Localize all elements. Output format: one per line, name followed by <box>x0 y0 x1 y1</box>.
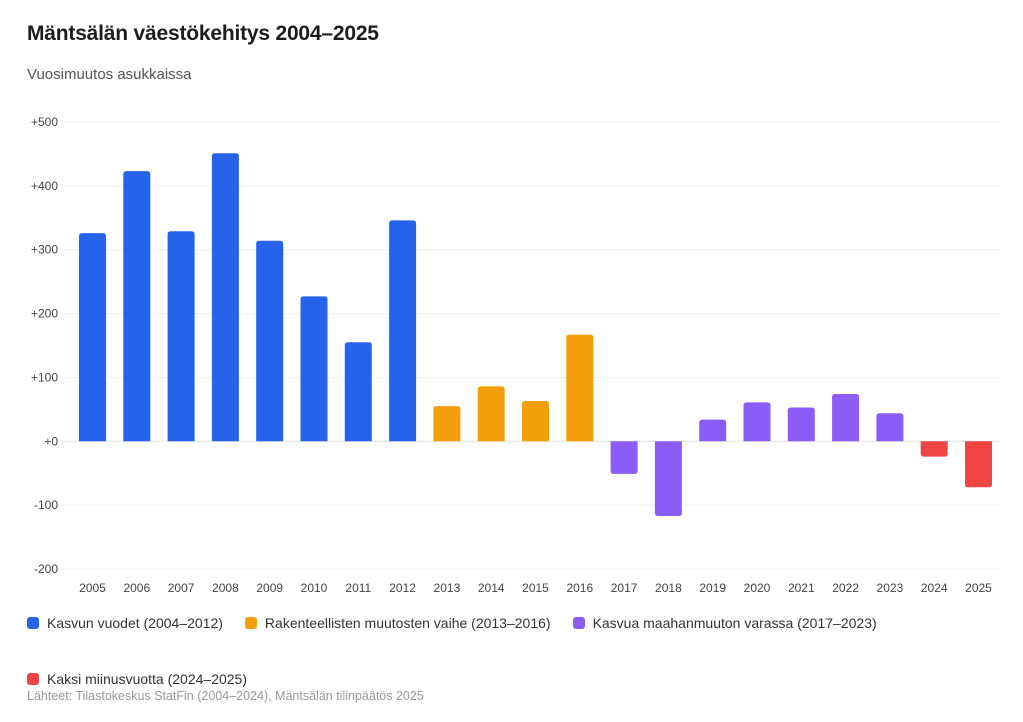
x-tick-label: 2008 <box>212 581 239 595</box>
y-tick-label: +200 <box>31 307 58 321</box>
x-tick-label: 2013 <box>434 581 461 595</box>
y-tick-label: +0 <box>44 434 58 448</box>
legend-item: Kasvua maahanmuuton varassa (2017–2023) <box>572 613 877 633</box>
legend-swatch <box>27 673 39 685</box>
legend-item: Rakenteellisten muutosten vaihe (2013–20… <box>244 613 551 633</box>
bar-2019 <box>699 419 727 442</box>
bar-2015 <box>522 401 549 442</box>
x-tick-label: 2025 <box>965 581 992 595</box>
source-note: Lähteet: Tilastokeskus StatFin (2004–202… <box>27 689 424 703</box>
bar-2011 <box>344 342 372 442</box>
chart-title: Mäntsälän väestökehitys 2004–2025 <box>27 22 379 45</box>
legend: Kasvun vuodet (2004–2012) Rakenteellisten… <box>27 613 1007 689</box>
x-tick-label: 2015 <box>522 581 549 595</box>
x-tick-label: 2022 <box>832 581 859 595</box>
legend-item: Kasvun vuodet (2004–2012) <box>27 613 223 633</box>
x-tick-label: 2006 <box>123 581 150 595</box>
bar-chart: +500+400+300+200+100+0-100-200 2005 2006 2… <box>31 115 1000 595</box>
bar-2010 <box>300 296 328 442</box>
x-tick-label: 2020 <box>744 581 771 595</box>
legend-swatch <box>27 617 39 629</box>
legend-item: Kaksi miinusvuotta (2024–2025) <box>27 669 247 689</box>
bar-2005 <box>79 233 106 442</box>
bar-2024 <box>920 441 948 457</box>
y-tick-label: +100 <box>31 370 58 384</box>
bar-2006 <box>123 171 151 442</box>
bar-2013 <box>433 406 461 442</box>
x-tick-label: 2009 <box>256 581 283 595</box>
bar-2014 <box>477 386 505 442</box>
legend-label: Kasvua maahanmuuton varassa (2017–2023) <box>592 615 877 631</box>
x-tick-label: 2017 <box>611 581 638 595</box>
bar-2009 <box>256 240 284 442</box>
x-tick-label: 2011 <box>345 581 371 595</box>
legend-label: Kaksi miinusvuotta (2024–2025) <box>47 671 248 687</box>
x-tick-label: 2012 <box>389 581 416 595</box>
gridlines <box>62 121 1000 570</box>
bars <box>79 153 992 516</box>
bar-2023 <box>876 413 904 442</box>
x-tick-label: 2018 <box>655 581 682 595</box>
x-tick-label: 2010 <box>301 581 328 595</box>
y-tick-label: -100 <box>34 498 58 512</box>
y-tick-label: +400 <box>31 179 58 193</box>
bar-2016 <box>566 334 594 442</box>
legend-label: Kasvun vuodet (2004–2012) <box>47 615 223 631</box>
bar-2007 <box>167 231 195 442</box>
bar-2018 <box>654 441 682 516</box>
x-tick-label: 2005 <box>79 581 106 595</box>
y-tick-label: -200 <box>34 562 58 576</box>
bar-2020 <box>743 402 771 442</box>
y-axis: +500 +400 +300 +200 +100 +0 -100 -200 <box>31 115 58 576</box>
x-tick-label: 2024 <box>921 581 948 595</box>
bar-2025 <box>965 441 992 488</box>
x-tick-label: 2007 <box>168 581 195 595</box>
y-tick-label: +300 <box>31 243 58 257</box>
x-tick-label: 2021 <box>788 581 815 595</box>
legend-label: Rakenteellisten muutosten vaihe (2013–20… <box>264 615 551 631</box>
x-tick-label: 2016 <box>566 581 593 595</box>
bar-2021 <box>787 407 815 442</box>
x-tick-label: 2023 <box>877 581 904 595</box>
bar-2012 <box>389 220 417 442</box>
x-tick-label: 2014 <box>478 581 505 595</box>
x-axis: 2005 2006 2007 2008 2009 2010 2011 2012 2013 2014… <box>79 581 992 595</box>
legend-swatch <box>244 617 257 629</box>
y-tick-label: +500 <box>31 115 58 129</box>
bar-2022 <box>832 394 860 442</box>
bar-2017 <box>610 441 638 474</box>
bar-2008 <box>211 153 239 442</box>
legend-swatch <box>572 617 585 629</box>
x-tick-label: 2019 <box>699 581 726 595</box>
chart-subtitle: Vuosimuutos asukkaissa <box>27 66 192 83</box>
